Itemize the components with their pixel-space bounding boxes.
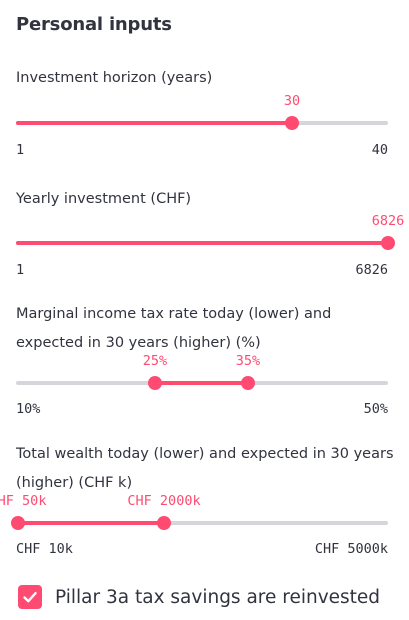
reinvest-checkbox[interactable] [18, 585, 42, 609]
yearly-slider-track[interactable] [16, 236, 395, 250]
wealth-slider-max: CHF 5000k [314, 541, 388, 557]
wealth-slider-low-value: CHF 50k [0, 493, 47, 509]
horizon-slider-track[interactable] [16, 116, 388, 130]
horizon-slider-max: 40 [371, 142, 388, 158]
yearly-slider-value: 6826 [371, 213, 405, 229]
tax-slider-min: 10% [16, 401, 41, 417]
horizon-slider-value: 30 [283, 93, 301, 109]
yearly-slider-max: 6826 [355, 262, 388, 278]
reinvest-checkbox-label: Pillar 3a tax savings are reinvested [55, 586, 381, 608]
tax-slider-low-thumb[interactable] [148, 376, 162, 390]
wealth-slider-low-thumb[interactable] [11, 516, 25, 530]
tax-slider-low-value: 25% [142, 353, 168, 369]
wealth-slider-min: CHF 10k [16, 541, 73, 557]
yearly-slider-thumb[interactable] [381, 236, 395, 250]
tax-slider-high-thumb[interactable] [241, 376, 255, 390]
tax-slider-label: Marginal income tax rate today (lower) a… [16, 306, 332, 351]
yearly-slider-min: 1 [16, 262, 25, 278]
wealth-slider-track[interactable] [11, 516, 388, 530]
horizon-slider-min: 1 [16, 142, 25, 158]
tax-slider-max: 50% [363, 401, 388, 417]
tax-slider-high-value: 35% [235, 353, 261, 369]
wealth-slider-high-value: CHF 2000k [127, 493, 201, 509]
wealth-slider-fill [18, 521, 164, 525]
checkmark-icon [23, 592, 37, 603]
reinvest-checkbox-row[interactable]: Pillar 3a tax savings are reinvested [18, 584, 380, 610]
horizon-slider-label: Investment horizon (years) [16, 70, 213, 86]
section-title: Personal inputs [16, 14, 172, 35]
horizon-slider-thumb[interactable] [285, 116, 299, 130]
wealth-slider-high-thumb[interactable] [157, 516, 171, 530]
tax-slider-track[interactable] [16, 376, 388, 390]
tax-slider-fill [155, 381, 248, 385]
yearly-slider-fill [16, 241, 388, 245]
wealth-slider-label: Total wealth today (lower) and expected … [16, 446, 394, 491]
horizon-slider-fill [16, 121, 292, 125]
yearly-slider-label: Yearly investment (CHF) [16, 191, 192, 207]
